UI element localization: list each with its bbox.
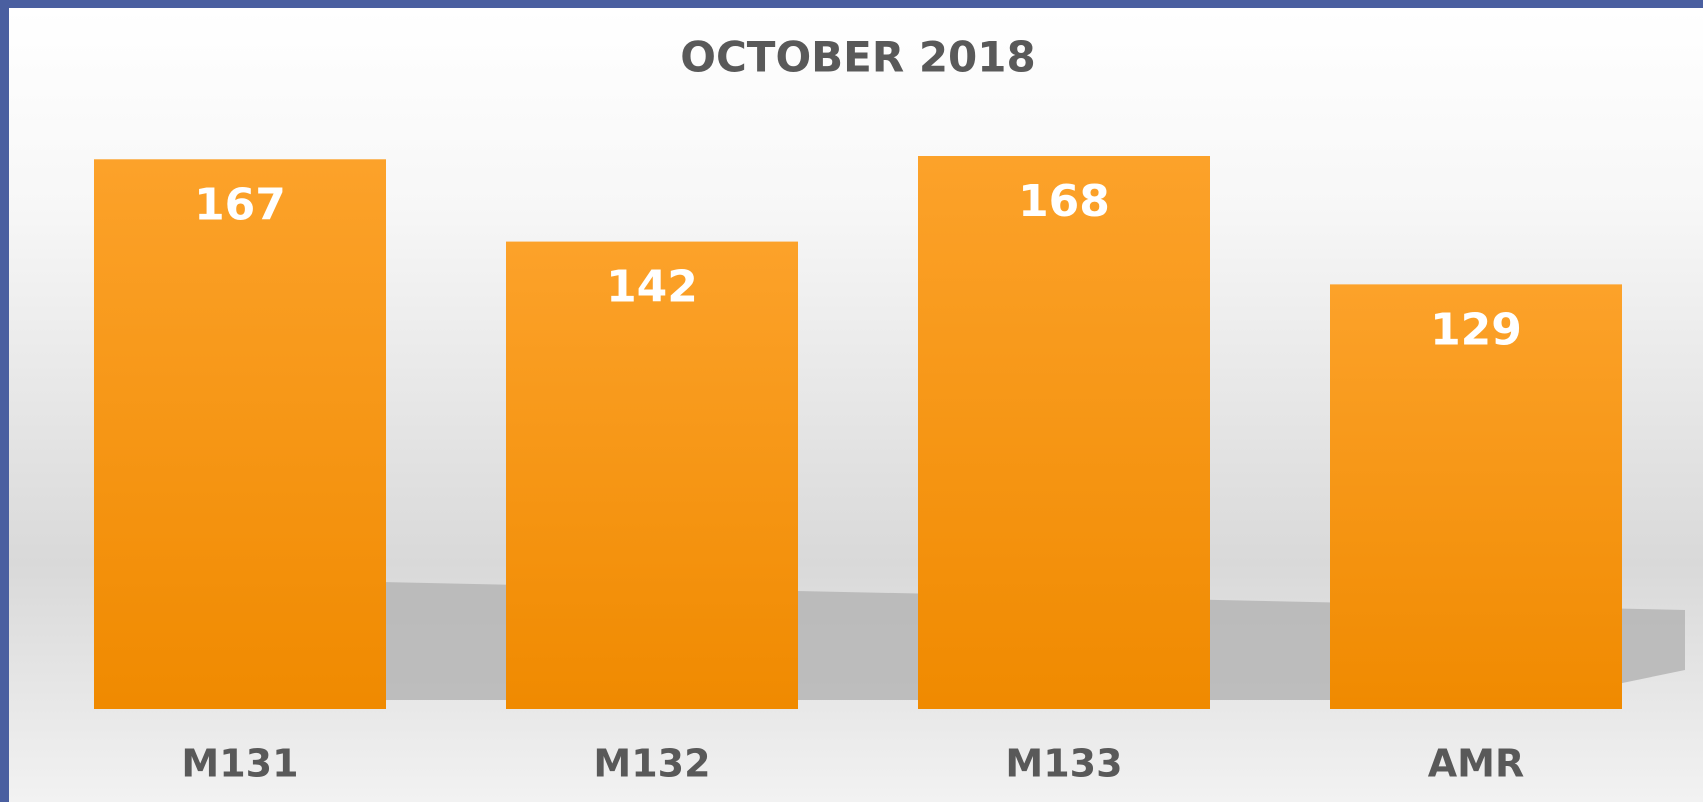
bar (94, 159, 386, 709)
data-label: 167 (194, 179, 286, 230)
chart-title: OCTOBER 2018 (680, 33, 1035, 82)
bar (1330, 284, 1622, 709)
x-tick-label: M132 (593, 742, 710, 786)
data-label: 142 (606, 262, 698, 313)
bar (506, 241, 798, 710)
x-tick-label: AMR (1428, 742, 1524, 786)
data-label: 168 (1018, 176, 1110, 227)
x-tick-label: M131 (181, 742, 298, 786)
bar (918, 156, 1210, 709)
data-label: 129 (1430, 304, 1522, 355)
x-tick-label: M133 (1005, 742, 1122, 786)
